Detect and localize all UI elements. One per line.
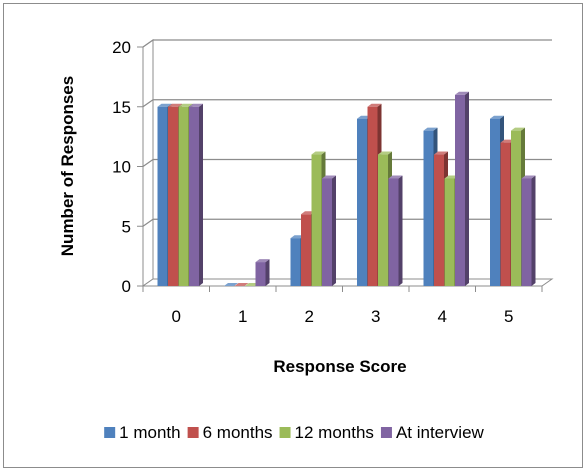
bar-front [168, 106, 178, 286]
bar-front [423, 130, 434, 286]
legend-label: 12 months [295, 423, 374, 442]
bar-front [311, 154, 322, 286]
bar-front [521, 178, 532, 286]
bar-front [444, 178, 455, 286]
chart-frame [3, 3, 583, 468]
bar [322, 175, 336, 286]
bar-side [265, 259, 270, 286]
x-tick-label: 1 [238, 307, 247, 326]
legend-swatch [187, 427, 199, 438]
bar-front [455, 94, 465, 286]
bar-top [378, 151, 392, 155]
gridline [142, 99, 552, 108]
bar-front [157, 106, 168, 286]
bar-top [434, 151, 448, 155]
bar-front [378, 154, 388, 286]
y-axis-title: Number of Responses [58, 76, 77, 256]
bar-side [531, 175, 536, 286]
gridline [142, 39, 552, 48]
bars [157, 91, 536, 287]
bar-front [511, 130, 521, 286]
bar-top [255, 259, 270, 263]
bar-top [234, 283, 249, 286]
x-tick-label: 4 [438, 307, 447, 326]
bar [189, 103, 203, 286]
legend-swatch [104, 427, 116, 438]
x-tick-label: 3 [371, 307, 380, 326]
y-tick-label: 0 [122, 277, 131, 296]
bar-top [388, 175, 403, 179]
bar-front [189, 106, 199, 286]
bar-top [189, 103, 203, 107]
gridlines [137, 39, 552, 292]
bar [521, 175, 536, 286]
bar [455, 91, 469, 286]
y-tick-label: 20 [112, 38, 131, 57]
y-tick-label: 10 [112, 158, 131, 177]
y-tick-labels: 0 5 10 15 20 [112, 38, 131, 296]
bar-top [322, 175, 336, 179]
bar-top [490, 115, 504, 119]
y-tick-label: 15 [112, 98, 131, 117]
bar-top [423, 127, 438, 131]
gridline [142, 218, 552, 227]
bar-front [301, 214, 311, 286]
bar-front [178, 106, 189, 286]
bar-top [168, 103, 182, 107]
bar-side [332, 175, 336, 286]
legend-swatch [279, 427, 291, 438]
x-axis-title: Response Score [273, 357, 406, 376]
x-tick-label: 2 [305, 307, 314, 326]
bar-top [367, 103, 382, 107]
gridline [142, 158, 552, 167]
bar-front [367, 106, 378, 286]
bar [255, 259, 270, 286]
bar-front [357, 118, 367, 286]
bar-top [178, 103, 193, 107]
legend-item: 1 month [104, 423, 181, 442]
bar-front [500, 142, 511, 286]
bar-top [157, 103, 172, 107]
bar [388, 175, 403, 286]
bar-top [455, 91, 469, 95]
bar-side [199, 103, 203, 286]
bar-front [290, 238, 301, 286]
bar-top [311, 151, 326, 155]
legend-label: 6 months [203, 423, 273, 442]
x-tick-label: 5 [504, 307, 513, 326]
bar-front [322, 178, 332, 286]
bar [224, 283, 238, 286]
bar-front [434, 154, 444, 286]
bar [234, 283, 249, 286]
legend-item: 12 months [279, 423, 374, 442]
legend-item: 6 months [187, 423, 273, 442]
legend-label: 1 month [119, 423, 180, 442]
bar-top [511, 127, 525, 131]
legend-label: At interview [396, 423, 485, 442]
y-tick-label: 5 [122, 217, 131, 236]
bar-front [388, 178, 399, 286]
bar-top [224, 283, 238, 286]
bar-side [465, 91, 469, 286]
x-tick-label: 0 [172, 307, 181, 326]
bar-front [490, 118, 500, 286]
legend: 1 month 6 months 12 months At interview [104, 423, 485, 442]
legend-swatch [380, 427, 392, 438]
bar-side [398, 175, 403, 286]
bar-top [521, 175, 536, 179]
bar-front [255, 262, 266, 286]
x-tick-labels: 0 1 2 3 4 5 [172, 307, 514, 326]
legend-item: At interview [380, 423, 485, 442]
